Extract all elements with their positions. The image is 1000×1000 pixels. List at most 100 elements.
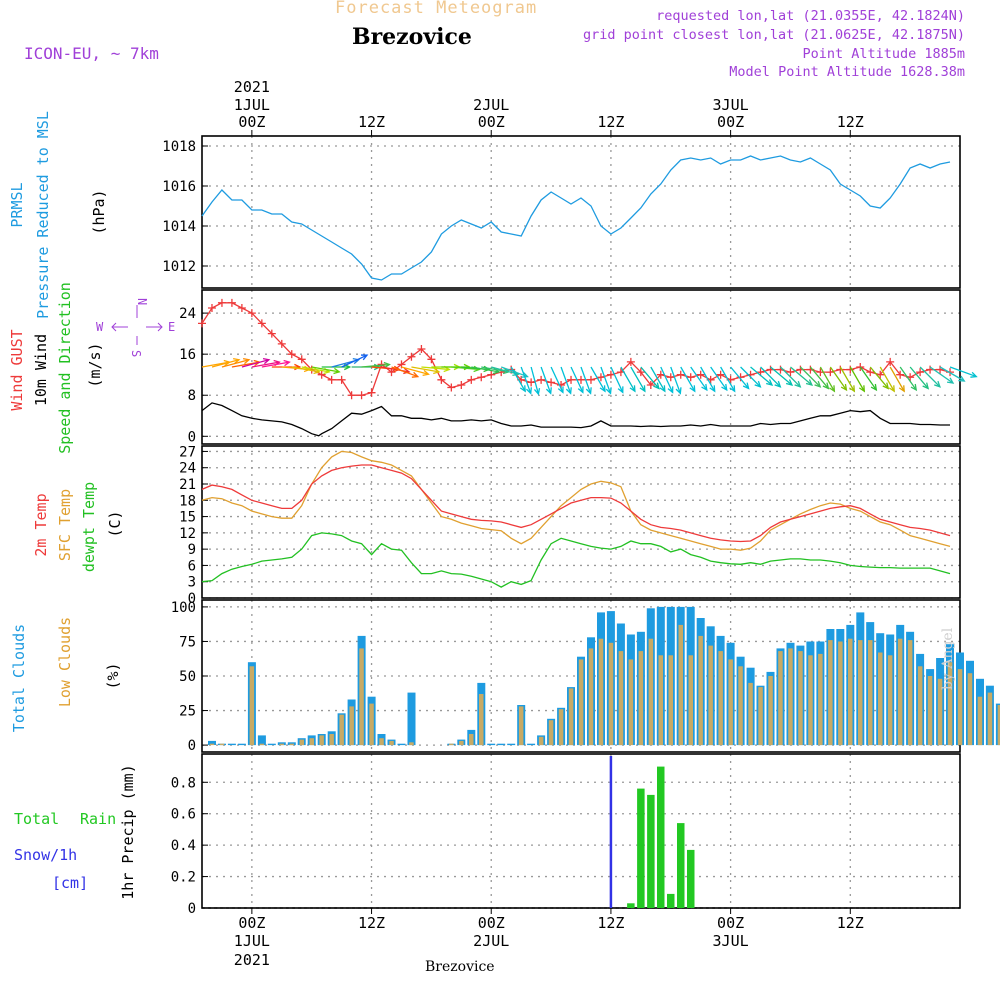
x-tick-label-top: 00Z [717, 113, 744, 131]
low-cloud-bar [449, 743, 454, 746]
low-cloud-bar [279, 743, 284, 746]
grid-point-location: grid point closest lon,lat (21.0625E, 42… [582, 27, 965, 43]
gust-marker [856, 363, 865, 371]
gust-marker [537, 375, 546, 384]
gust-marker [267, 329, 276, 338]
compass-south-label: S [129, 350, 143, 357]
gust-marker [487, 370, 496, 379]
x-tick-label-bottom: 00Z [717, 914, 744, 932]
gust-marker [227, 298, 236, 307]
wind-direction-arrow [590, 366, 606, 393]
direction-label: Speed and Direction [56, 282, 74, 454]
wind-gust-line [201, 302, 951, 396]
wind-direction-arrow [829, 366, 848, 392]
wind-speed-line [201, 402, 950, 437]
low-cloud-bar [349, 706, 354, 746]
gust-marker [237, 303, 246, 312]
low-clouds-label: Low Clouds [56, 617, 74, 707]
sfc-temp-label: SFC Temp [56, 489, 74, 561]
wind-unit-label: (m/s) [86, 342, 104, 387]
wind-direction-arrow [510, 366, 526, 393]
gust-marker [846, 365, 855, 374]
y-tick-label: 50 [179, 669, 196, 685]
x-day-label-top: 2JUL [473, 96, 509, 114]
wind-direction-arrow [929, 366, 955, 384]
compass-rose-icon [111, 305, 163, 345]
gust-marker [586, 375, 595, 384]
compass-west-label: W [96, 320, 104, 334]
low-cloud-bar [379, 738, 384, 746]
x-tick-label-bottom: 12Z [837, 914, 864, 932]
total-cloud-bar [497, 743, 506, 746]
wind-direction-arrow [580, 366, 592, 395]
requested-location: requested lon,lat (21.0355E, 42.1824N) [656, 8, 965, 24]
x-year-label-bottom: 2021 [234, 951, 270, 969]
low-cloud-bar [628, 659, 634, 746]
low-cloud-bar [818, 653, 823, 746]
wind-direction-arrow [570, 366, 584, 394]
2m-temperature-line [201, 464, 951, 543]
y-tick-label: 0 [188, 429, 196, 445]
wind-direction-arrow [730, 366, 750, 390]
x-tick-label-bottom: 00Z [238, 914, 265, 932]
x-tick-label-bottom: 12Z [358, 914, 385, 932]
low-cloud-bar [339, 714, 344, 746]
gust-marker [217, 298, 226, 307]
low-cloud-bar [668, 655, 673, 746]
x-day-label-top: 3JUL [713, 96, 749, 114]
low-cloud-bar [588, 648, 594, 746]
y-tick-label: 16 [179, 347, 196, 363]
x-tick-label-top: 12Z [597, 113, 624, 131]
low-cloud-bar [887, 655, 893, 746]
low-cloud-bar [708, 645, 713, 746]
low-cloud-bar [798, 651, 803, 746]
gust-marker [666, 373, 675, 382]
gust-marker [826, 368, 835, 377]
total-rain-label-2: Rain [80, 810, 116, 828]
gust-marker [686, 373, 695, 382]
wind-direction-arrow [391, 366, 420, 378]
gust-marker [427, 355, 436, 364]
y-tick-label: 0.2 [171, 870, 196, 886]
low-cloud-bar [997, 705, 1000, 746]
wind-direction-arrow [780, 366, 802, 388]
gust-label: Wind GUST [8, 329, 26, 410]
gust-marker [198, 319, 206, 328]
watermark: by Angel [940, 627, 956, 690]
y-tick-label: 9 [188, 542, 196, 558]
wind-direction-arrow [939, 366, 966, 382]
wind-direction-arrow [899, 366, 918, 392]
gust-marker [247, 309, 256, 318]
y-tick-label: 8 [188, 388, 196, 404]
low-cloud-bar [858, 640, 863, 746]
rain-bar [637, 788, 645, 908]
rain-bar [677, 823, 685, 908]
low-cloud-bar [718, 651, 723, 746]
chart-title: Forecast Meteogram [335, 0, 538, 18]
low-cloud-bar [409, 742, 414, 746]
pressure-label-2: Pressure Reduced to MSL [34, 111, 52, 319]
dewpoint-line [201, 532, 951, 588]
low-cloud-bar [688, 655, 693, 746]
gust-marker [626, 357, 635, 366]
wind-direction-arrow [809, 366, 830, 390]
wind-direction-arrow [401, 366, 430, 377]
gust-marker [736, 373, 745, 382]
y-tick-label: 18 [179, 493, 196, 509]
gust-marker [467, 375, 476, 384]
x-day-label-top: 1JUL [234, 96, 270, 114]
low-cloud-bar [758, 687, 763, 746]
y-tick-label: 1016 [162, 179, 196, 195]
place-name: Brezovice [352, 24, 472, 50]
wind-direction-arrow [839, 366, 856, 393]
x-day-label-bottom: 2JUL [473, 932, 509, 950]
low-cloud-bar [838, 641, 843, 746]
x-tick-label-top: 12Z [837, 113, 864, 131]
low-cloud-bar [828, 640, 833, 746]
x-tick-label-top: 00Z [238, 113, 265, 131]
rain-bar [687, 849, 695, 908]
low-cloud-bar [738, 666, 743, 746]
total-cloud-bar [208, 740, 216, 745]
total-cloud-bar [227, 743, 236, 746]
total-cloud-bar [237, 743, 246, 746]
